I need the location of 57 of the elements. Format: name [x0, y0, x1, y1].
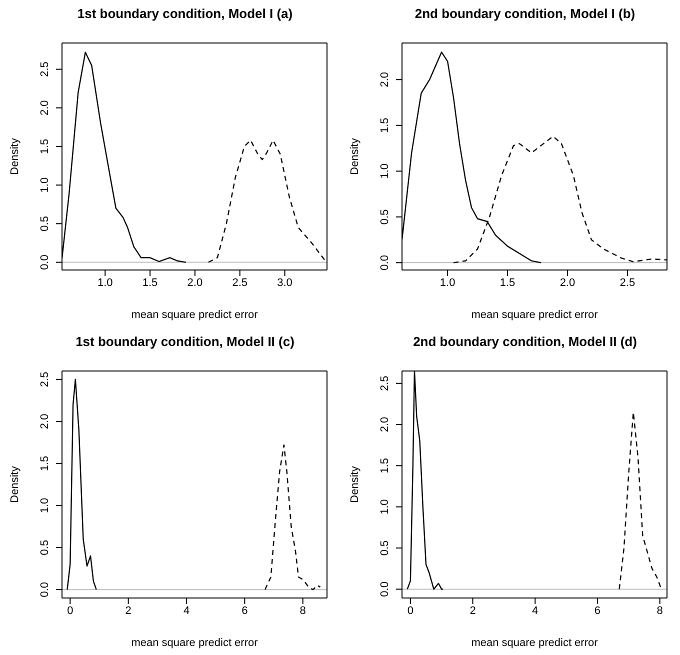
y-axis-title: Density: [348, 465, 361, 502]
x-tick-label: 0: [407, 604, 414, 616]
x-tick-label: 8: [656, 604, 663, 616]
x-tick-label: 3.0: [277, 276, 292, 289]
line-series: [618, 411, 662, 590]
x-tick-label: 2.5: [620, 276, 636, 289]
x-tick-label: 1.0: [97, 276, 113, 289]
x-axis-title: mean square predict error: [131, 636, 258, 648]
y-tick-label: 1.0: [39, 497, 51, 513]
x-tick-label: 0: [67, 604, 74, 616]
x-tick-label: 8: [300, 604, 306, 616]
y-tick-label: 0.0: [379, 255, 391, 270]
y-tick-label: 2.5: [39, 371, 51, 387]
y-axis-title: Density: [8, 138, 21, 175]
x-tick-label: 2.0: [560, 276, 576, 289]
y-tick-label: 2.5: [379, 375, 391, 390]
y-tick-label: 0.0: [379, 581, 391, 596]
chart-title: 1st boundary condition, Model I (a): [76, 5, 294, 23]
x-tick-label: 6: [242, 604, 248, 616]
y-tick-label: 2.0: [39, 413, 51, 429]
y-tick-label: 1.5: [379, 118, 391, 134]
x-tick-label: 1.5: [500, 276, 516, 289]
y-tick-label: 1.5: [379, 458, 391, 473]
x-tick-label: 1.0: [440, 276, 456, 289]
x-tick-label: 4: [532, 604, 538, 616]
x-axis-title: mean square predict error: [471, 636, 598, 648]
y-tick-label: 1.5: [39, 455, 51, 471]
y-tick-label: 1.5: [39, 138, 51, 154]
x-tick-label: 2.0: [187, 276, 203, 289]
x-tick-label: 2: [470, 604, 476, 616]
chart-title: 1st boundary condition, Model II (c): [74, 332, 296, 351]
y-axis-title: Density: [8, 465, 21, 502]
y-tick-label: 0.0: [39, 581, 51, 597]
chart-title: 2nd boundary condition, Model I (b): [414, 5, 636, 23]
y-tick-label: 0.5: [39, 216, 51, 232]
x-tick-label: 4: [183, 604, 190, 616]
y-tick-label: 2.0: [379, 72, 391, 88]
y-tick-label: 1.0: [379, 498, 391, 514]
y-tick-label: 1.0: [39, 177, 51, 193]
y-tick-label: 1.0: [379, 163, 391, 179]
y-tick-label: 2.0: [39, 100, 51, 116]
x-tick-label: 2: [125, 604, 132, 616]
line-series: [66, 378, 97, 590]
chart-title: 2nd boundary condition, Model II (d): [412, 332, 638, 351]
x-tick-label: 1.5: [142, 276, 158, 289]
y-tick-label: 0.5: [39, 539, 51, 555]
y-axis-title: Density: [348, 138, 361, 175]
y-tick-label: 2.0: [379, 416, 391, 432]
x-tick-label: 2.5: [232, 276, 248, 289]
line-series: [264, 444, 321, 590]
y-tick-label: 0.5: [379, 209, 391, 225]
y-tick-label: 0.0: [39, 254, 51, 270]
y-tick-label: 2.5: [39, 62, 51, 77]
y-tick-label: 0.5: [379, 540, 391, 556]
x-tick-label: 6: [594, 604, 601, 616]
x-axis-title: mean square predict error: [131, 309, 258, 321]
x-axis-title: mean square predict error: [471, 309, 598, 321]
